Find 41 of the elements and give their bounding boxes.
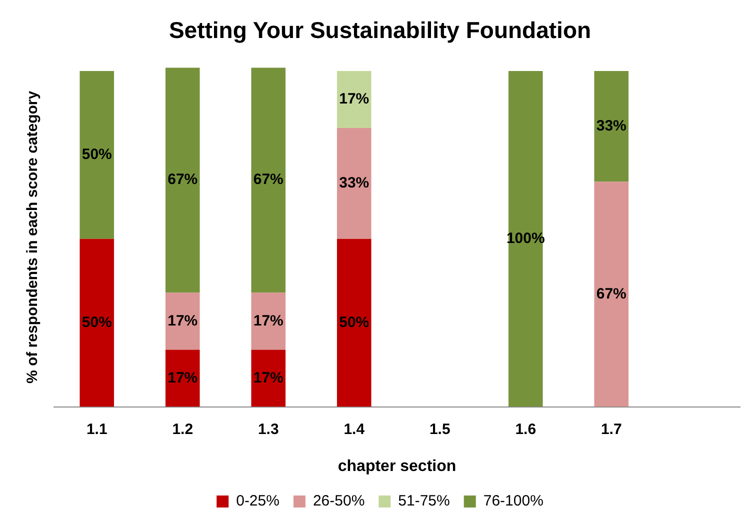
data-label: 50% [339,314,370,331]
x-tick-label: 1.3 [258,420,279,438]
legend-label: 0-25% [236,492,280,510]
x-axis-title: chapter section [338,458,456,475]
data-label: 50% [82,146,112,164]
data-label: 67% [168,171,198,188]
x-tick-label: 1.4 [344,420,366,438]
data-label: 17% [253,312,284,330]
bar [165,68,200,293]
data-label: 17% [339,90,370,108]
legend-label: 76-100% [483,492,544,510]
y-axis-title: % of respondents in each score category [24,90,42,384]
x-tick-label: 1.5 [429,420,450,438]
bar [251,350,286,407]
bar [251,68,286,293]
legend-label: 51-75% [398,492,450,510]
bar [336,70,372,128]
bar [251,292,286,350]
bar [594,70,629,182]
data-label: 17% [253,369,284,386]
chart-title: Setting Your Sustainability Foundation [168,17,592,44]
bar [165,292,200,350]
bar [508,70,543,407]
data-label: 67% [253,171,284,188]
bar [594,182,629,407]
x-tick-label: 1.2 [172,420,194,438]
x-tick-label: 1.1 [86,420,108,438]
bar [80,70,114,239]
bar [80,238,114,407]
x-tick-label: 1.7 [600,420,622,438]
x-tick-label: 1.6 [515,420,536,438]
data-label: 67% [596,285,626,302]
legend-label: 26-50% [312,492,365,510]
data-label: 33% [339,174,370,192]
data-label: 17% [168,369,198,386]
bar [336,128,372,239]
data-label: 33% [596,118,626,135]
bar [336,238,372,407]
data-label: 17% [168,312,198,330]
data-label: 50% [82,314,112,331]
bar [165,350,200,407]
